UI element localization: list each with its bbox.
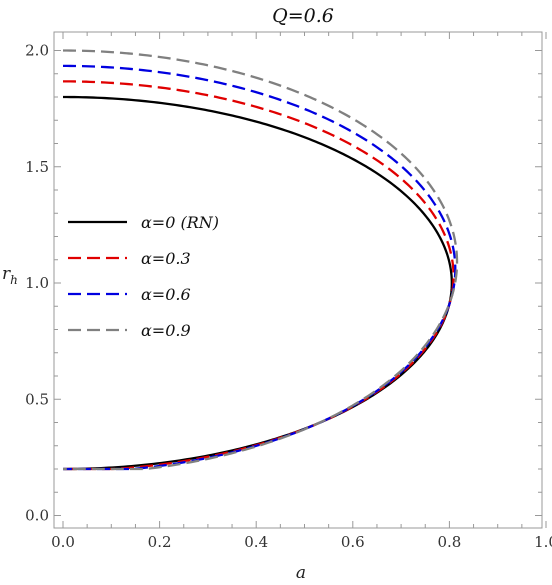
legend-label-3: α=0.9 — [141, 321, 191, 340]
legend-label-2: α=0.6 — [141, 285, 191, 304]
y-tick-label: 1.5 — [25, 158, 49, 176]
x-tick-label: 0.6 — [341, 533, 365, 551]
x-tick-label: 1.0 — [534, 533, 552, 551]
curves-layer — [62, 49, 459, 471]
axes-layer: 0.0 0.2 0.4 0.6 0.8 1.0 0.0 0.5 1.0 1.5 2.0 — [25, 31, 552, 551]
y-axis-label-subscript: h — [10, 273, 18, 287]
x-tick-label: 0.2 — [148, 533, 172, 551]
series-line-3 — [62, 49, 459, 471]
y-tick-label: 0.5 — [25, 390, 49, 408]
x-axis-label: a — [296, 563, 306, 583]
legend: α=0 (RN) α=0.3 α=0.6 α=0.9 — [68, 213, 219, 340]
y-tick-label: 0.0 — [25, 507, 49, 525]
series-line-1 — [62, 80, 455, 471]
plot-frame — [53, 31, 543, 529]
x-tick-label: 0.0 — [51, 533, 75, 551]
x-tick-label: 0.8 — [437, 533, 461, 551]
series-line-0 — [62, 95, 453, 471]
series-line-2 — [62, 64, 457, 471]
chart-title: Q=0.6 — [272, 5, 334, 27]
y-tick-label: 2.0 — [25, 42, 49, 60]
y-axis-label-main: r — [2, 264, 11, 284]
x-tick-label: 0.4 — [244, 533, 268, 551]
y-axis-label: rh — [2, 264, 18, 287]
y-tick-label: 1.0 — [25, 274, 49, 292]
legend-label-1: α=0.3 — [141, 249, 191, 268]
legend-label-0: α=0 (RN) — [141, 213, 219, 232]
